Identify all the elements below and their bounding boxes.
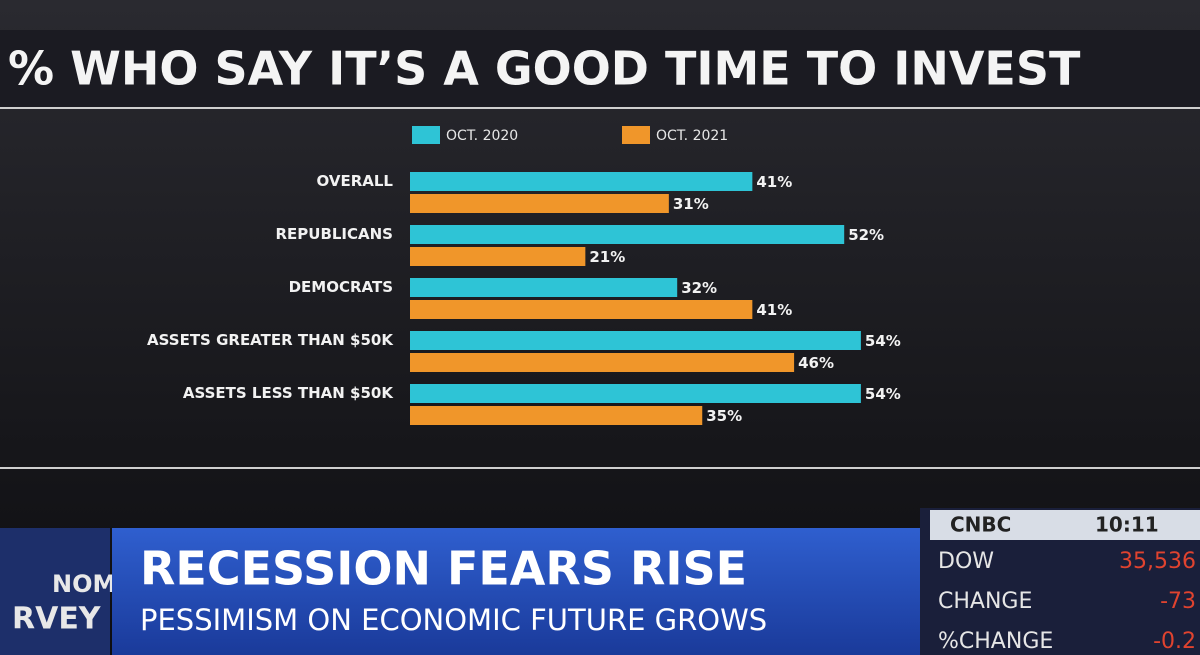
- legend-swatch: [412, 126, 440, 144]
- ticker-value: -0.2: [1153, 629, 1196, 654]
- legend-label: OCT. 2021: [656, 128, 728, 144]
- value-label: 35%: [706, 407, 742, 425]
- headline: RECESSION FEARS RISE: [140, 542, 747, 596]
- ticker-label: CHANGE: [938, 589, 1032, 614]
- value-label: 54%: [865, 332, 901, 350]
- bar: [410, 247, 586, 266]
- category-label: ASSETS GREATER THAN $50K: [147, 331, 394, 349]
- ticker-value: 35,536: [1119, 549, 1196, 574]
- bar: [410, 353, 795, 372]
- bar: [410, 172, 753, 191]
- category-label: ASSETS LESS THAN $50K: [183, 384, 394, 402]
- value-label: 52%: [848, 226, 884, 244]
- bar: [410, 384, 861, 403]
- subheadline: PESSIMISM ON ECONOMIC FUTURE GROWS: [140, 603, 767, 637]
- value-label: 21%: [589, 248, 625, 266]
- bar: [410, 406, 703, 425]
- title-band: [0, 30, 1200, 108]
- ticker-label: DOW: [938, 549, 994, 574]
- category-label: OVERALL: [317, 172, 394, 190]
- chart-title: % WHO SAY IT’S A GOOD TIME TO INVEST: [8, 42, 1081, 96]
- bar: [410, 278, 678, 297]
- network: CNBC: [950, 513, 1011, 537]
- bar: [410, 194, 669, 213]
- bar: [410, 225, 845, 244]
- bug-text: RVEY: [12, 602, 102, 637]
- ticker-label: %CHANGE: [938, 629, 1053, 654]
- value-label: 32%: [681, 279, 717, 297]
- lower-third: [112, 528, 920, 655]
- category-label: DEMOCRATS: [289, 278, 393, 296]
- value-label: 54%: [865, 385, 901, 403]
- value-label: 31%: [673, 195, 709, 213]
- bar: [410, 300, 753, 319]
- value-label: 41%: [756, 173, 792, 191]
- show-bug: [0, 528, 110, 655]
- time: 10:11: [1095, 513, 1159, 537]
- category-label: REPUBLICANS: [275, 225, 393, 243]
- legend-label: OCT. 2020: [446, 128, 518, 144]
- value-label: 41%: [756, 301, 792, 319]
- bar: [410, 331, 861, 350]
- ticker-value: -73: [1160, 589, 1196, 614]
- ticker-header: [930, 510, 1200, 540]
- value-label: 46%: [798, 354, 834, 372]
- legend-swatch: [622, 126, 650, 144]
